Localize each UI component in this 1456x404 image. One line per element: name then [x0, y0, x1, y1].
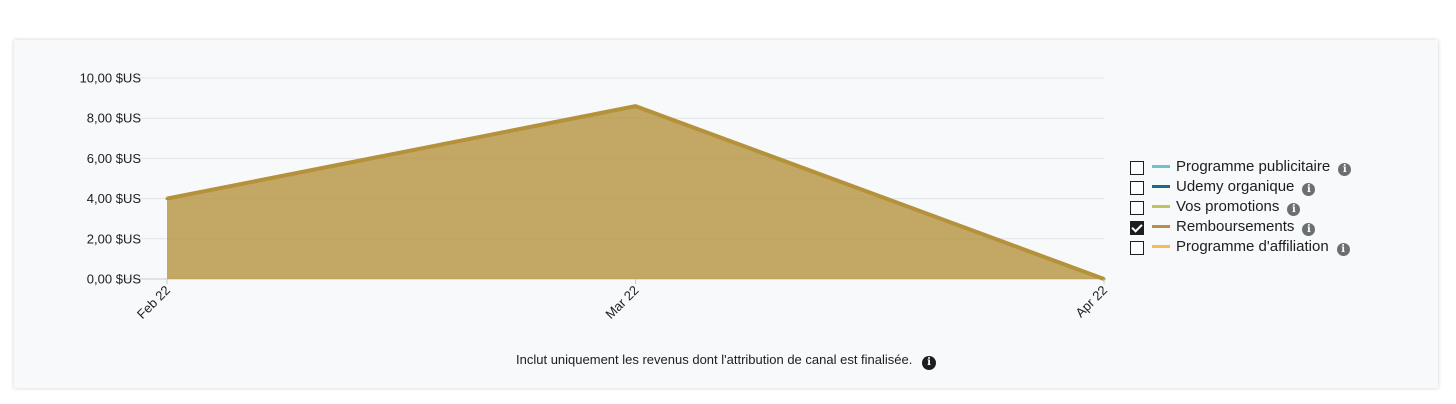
- chart-card: 0,00 $US 2,00 $US 4,00 $US 6,00 $US 8,00 $US…: [14, 40, 1438, 388]
- legend-label: Remboursements: [1176, 217, 1295, 235]
- legend-checkbox[interactable]: [1130, 221, 1144, 235]
- legend-checkbox[interactable]: [1130, 201, 1144, 215]
- x-tick-label: Apr 22: [1072, 283, 1110, 321]
- legend-swatch: [1152, 204, 1170, 208]
- legend-swatch: [1152, 244, 1170, 248]
- attribution-note-text: Inclut uniquement les revenus dont l'att…: [516, 352, 913, 367]
- legend-label: Programme publicitaire: [1176, 157, 1331, 175]
- y-tick-label: 10,00 $US: [80, 71, 142, 86]
- x-tick-label: Feb 22: [134, 283, 173, 322]
- attribution-note: Inclut uniquement les revenus dont l'att…: [14, 352, 1438, 370]
- info-icon[interactable]: i: [1302, 222, 1316, 236]
- y-axis: 0,00 $US 2,00 $US 4,00 $US 6,00 $US 8,00 $US…: [80, 71, 142, 287]
- legend-checkbox[interactable]: [1130, 161, 1144, 175]
- legend-label: Programme d'affiliation: [1176, 237, 1329, 255]
- legend-item-1[interactable]: Udemy organique i: [1130, 176, 1351, 196]
- y-tick-label: 2,00 $US: [87, 231, 142, 246]
- info-icon[interactable]: i: [1302, 182, 1316, 196]
- data-point[interactable]: [634, 104, 637, 108]
- legend-item-0[interactable]: Programme publicitaire i: [1130, 156, 1352, 176]
- legend-item-2[interactable]: Vos promotions i: [1130, 196, 1351, 216]
- legend-checkbox[interactable]: [1130, 181, 1144, 195]
- legend-item-3[interactable]: Remboursements i: [1130, 216, 1351, 236]
- info-icon[interactable]: i: [1338, 162, 1352, 176]
- data-point[interactable]: [165, 197, 169, 201]
- legend-label: Udemy organique: [1176, 177, 1295, 195]
- series-area: [165, 104, 1106, 281]
- info-icon[interactable]: i: [921, 355, 936, 370]
- legend-swatch: [1152, 224, 1170, 228]
- info-icon[interactable]: i: [1287, 202, 1301, 216]
- y-tick-label: 6,00 $US: [87, 151, 142, 166]
- legend-swatch: [1152, 164, 1170, 168]
- y-tick-label: 0,00 $US: [87, 272, 142, 287]
- area-fill: [167, 106, 1104, 279]
- y-tick-label: 8,00 $US: [87, 111, 142, 126]
- legend-item-4[interactable]: Programme d'affiliation i: [1130, 236, 1351, 256]
- revenue-chart: 0,00 $US 2,00 $US 4,00 $US 6,00 $US 8,00 $US…: [80, 71, 1111, 322]
- y-tick-label: 4,00 $US: [87, 191, 142, 206]
- legend-checkbox[interactable]: [1130, 241, 1144, 255]
- x-axis: Feb 22 Mar 22 Apr 22: [134, 279, 1110, 322]
- info-icon[interactable]: i: [1336, 242, 1350, 256]
- legend-label: Vos promotions: [1176, 197, 1280, 215]
- chart-legend: Programme publicitaire i Udemy organique…: [1130, 156, 1352, 256]
- x-tick-label: Mar 22: [602, 283, 641, 322]
- legend-swatch: [1152, 184, 1170, 188]
